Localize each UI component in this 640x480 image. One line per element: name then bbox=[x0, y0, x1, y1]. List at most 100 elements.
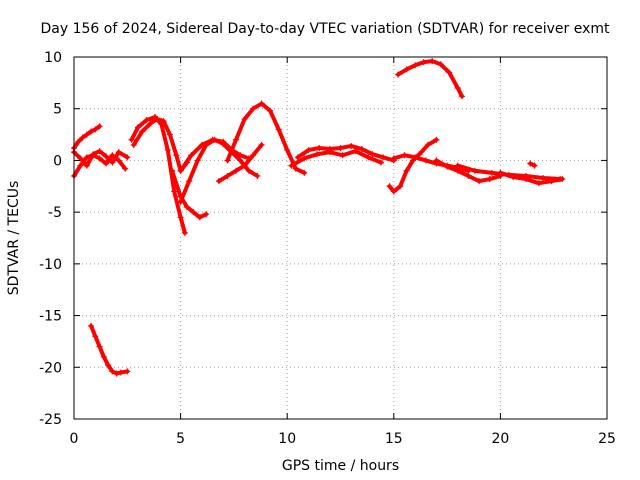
data-point bbox=[403, 167, 410, 174]
data-point bbox=[275, 126, 282, 133]
data-point bbox=[102, 153, 109, 160]
y-tick-label: -10 bbox=[39, 257, 62, 273]
data-point bbox=[115, 149, 122, 156]
data-point bbox=[531, 162, 538, 169]
data-point bbox=[124, 368, 131, 375]
data-point bbox=[79, 134, 86, 141]
data-point bbox=[88, 322, 95, 329]
data-point bbox=[476, 178, 483, 185]
data-point bbox=[305, 147, 312, 154]
series-trail bbox=[225, 101, 307, 175]
data-point bbox=[177, 167, 184, 174]
series-trail bbox=[295, 143, 396, 163]
data-point bbox=[416, 151, 423, 158]
data-point bbox=[83, 162, 90, 169]
data-point bbox=[233, 167, 240, 174]
data-point bbox=[139, 128, 146, 135]
y-tick-label: -5 bbox=[48, 205, 62, 221]
data-point bbox=[446, 69, 453, 76]
series-track-c bbox=[71, 148, 131, 169]
y-tick-label: -15 bbox=[39, 309, 62, 325]
data-point bbox=[177, 214, 184, 221]
data-point bbox=[454, 162, 461, 169]
data-point bbox=[196, 214, 203, 221]
data-point bbox=[412, 154, 419, 161]
data-point bbox=[100, 353, 107, 360]
data-point bbox=[397, 183, 404, 190]
data-point bbox=[102, 160, 109, 167]
series-track-h bbox=[177, 136, 261, 205]
series-track-s bbox=[497, 169, 566, 187]
data-point bbox=[454, 167, 461, 174]
data-point bbox=[92, 333, 99, 340]
data-point bbox=[152, 113, 159, 120]
data-point bbox=[326, 149, 333, 156]
x-axis-label: GPS time / hours bbox=[282, 458, 399, 474]
data-point bbox=[386, 183, 393, 190]
data-point bbox=[437, 61, 444, 68]
data-point bbox=[77, 162, 84, 169]
chart-title: Day 156 of 2024, Sidereal Day-to-day VTE… bbox=[41, 21, 611, 37]
data-point bbox=[301, 155, 308, 162]
y-tick-label: -25 bbox=[39, 412, 62, 428]
grid-lines bbox=[74, 57, 607, 419]
y-tick-label: 5 bbox=[53, 102, 62, 118]
data-point bbox=[390, 188, 397, 195]
data-point bbox=[96, 155, 103, 162]
data-point bbox=[540, 175, 547, 182]
data-point bbox=[348, 142, 355, 149]
data-point bbox=[90, 151, 97, 158]
data-point bbox=[134, 124, 141, 131]
data-point bbox=[395, 71, 402, 78]
data-point bbox=[241, 116, 248, 123]
data-point bbox=[559, 176, 566, 183]
data-point bbox=[198, 141, 205, 148]
series-track-q bbox=[433, 157, 504, 185]
data-point bbox=[535, 180, 542, 187]
series-track-a bbox=[71, 123, 103, 152]
series-track-l bbox=[294, 142, 397, 164]
data-point bbox=[224, 172, 231, 179]
series-trail bbox=[89, 323, 130, 376]
data-point bbox=[245, 167, 252, 174]
data-point bbox=[471, 167, 478, 174]
series-track-d bbox=[88, 322, 131, 377]
data-point bbox=[459, 93, 466, 100]
x-tick-label: 25 bbox=[598, 431, 616, 447]
series-track-k bbox=[215, 141, 265, 185]
axis-ticks: 0 5 10 15 20 25 -25 -20 -15 -10 -5 0 5 10 bbox=[39, 50, 616, 447]
data-point bbox=[124, 154, 131, 161]
data-point bbox=[301, 169, 308, 176]
data-point bbox=[390, 155, 397, 162]
x-tick-label: 15 bbox=[385, 431, 403, 447]
data-point bbox=[96, 343, 103, 350]
data-point bbox=[83, 154, 90, 161]
data-point bbox=[380, 154, 387, 161]
data-point bbox=[422, 157, 429, 164]
data-point bbox=[378, 159, 385, 166]
data-point bbox=[339, 152, 346, 159]
x-tick-label: 10 bbox=[278, 431, 296, 447]
data-point bbox=[365, 154, 372, 161]
data-point bbox=[369, 151, 376, 158]
data-point bbox=[128, 136, 135, 143]
data-point bbox=[488, 169, 495, 176]
data-point bbox=[96, 148, 103, 155]
data-point bbox=[115, 157, 122, 164]
data-point bbox=[117, 369, 124, 376]
y-tick-label: 0 bbox=[53, 153, 62, 169]
data-point bbox=[522, 176, 529, 183]
series-track-p bbox=[395, 58, 466, 100]
series-trail bbox=[178, 137, 251, 173]
data-point bbox=[497, 169, 504, 176]
data-point bbox=[241, 162, 248, 169]
data-point bbox=[352, 148, 359, 155]
data-point bbox=[510, 173, 517, 180]
data-point bbox=[194, 157, 201, 164]
data-point bbox=[250, 152, 257, 159]
data-point bbox=[83, 131, 90, 138]
data-point bbox=[224, 157, 231, 164]
data-point bbox=[337, 145, 344, 152]
x-tick-label: 0 bbox=[70, 431, 79, 447]
